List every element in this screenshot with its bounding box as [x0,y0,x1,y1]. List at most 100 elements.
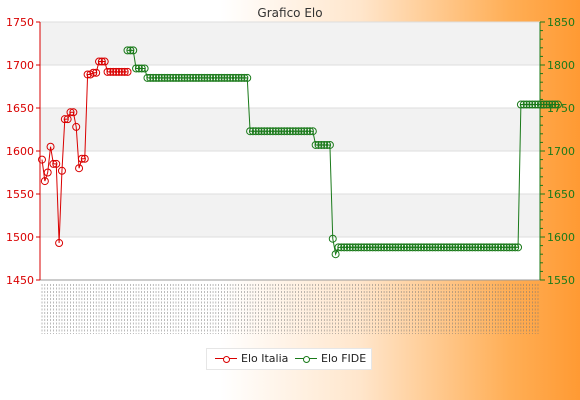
data-point [511,243,520,252]
data-point [83,70,92,79]
data-point [488,243,497,252]
data-point [519,100,528,109]
data-point [77,154,86,163]
data-point [123,46,132,55]
data-point [234,73,243,82]
data-point [80,154,89,163]
data-point [186,73,195,82]
data-point [214,73,223,82]
data-point [365,243,374,252]
data-point [120,67,129,76]
data-point [536,100,545,109]
data-point [374,243,383,252]
data-point [357,243,366,252]
data-point [271,127,280,136]
data-point [474,243,483,252]
data-point [425,243,434,252]
data-point [143,73,152,82]
x-axis-tick-labels [40,279,540,334]
plot-band [40,194,540,237]
data-point [191,73,200,82]
data-point [251,127,260,136]
data-point [360,243,369,252]
data-point [397,243,406,252]
data-point [297,127,306,136]
data-point [437,243,446,252]
data-point [382,243,391,252]
legend: Elo Italia Elo FIDE [206,348,372,370]
data-point [137,64,146,73]
legend-item-elo-fide[interactable]: Elo FIDE [295,352,366,365]
data-point [354,243,363,252]
data-point [75,164,84,173]
data-point [257,127,266,136]
data-point [95,57,104,66]
data-point [459,243,468,252]
data-point [411,243,420,252]
data-point [266,127,275,136]
data-point [254,127,263,136]
data-point [97,57,106,66]
data-point [471,243,480,252]
data-point [109,67,118,76]
data-point [491,243,500,252]
left-tick-label: 1700 [6,59,34,72]
data-point [323,140,332,149]
data-point [542,100,551,109]
data-point [494,243,503,252]
data-point [231,73,240,82]
data-point [314,140,323,149]
data-point [92,68,101,77]
data-point [451,243,460,252]
data-point [368,243,377,252]
legend-marker-elo-fide [295,354,317,364]
data-point [371,243,380,252]
data-point [283,127,292,136]
data-point [43,168,52,177]
data-point [157,73,166,82]
data-point [146,73,155,82]
data-point [52,159,61,168]
legend-label-elo-fide: Elo FIDE [321,352,367,365]
data-point [531,100,540,109]
data-point [545,100,554,109]
left-tick-label: 1550 [6,188,34,201]
data-point [408,243,417,252]
data-point [288,127,297,136]
data-point [200,73,209,82]
data-point [305,127,314,136]
data-point [69,108,78,117]
data-point [63,115,72,124]
right-y-axis: 1550 1600 1650 1700 1750 1800 1850 [539,16,575,287]
data-point [217,73,226,82]
data-point [345,243,354,252]
data-point [103,67,112,76]
data-point [479,243,488,252]
data-point [351,243,360,252]
data-point [362,243,371,252]
data-point [134,64,143,73]
data-point [228,73,237,82]
series-elo-fide [123,46,562,259]
data-point [206,73,215,82]
legend-item-elo-italia[interactable]: Elo Italia [215,352,288,365]
data-point [132,64,141,73]
data-point [388,243,397,252]
data-point [246,127,255,136]
data-point [226,73,235,82]
data-point [414,243,423,252]
right-tick-label: 1650 [547,188,575,201]
data-point [112,67,121,76]
data-point [260,127,269,136]
series-elo-italia [38,57,132,248]
data-point [40,177,49,186]
data-point [171,73,180,82]
data-point [431,243,440,252]
data-point [454,243,463,252]
right-tick-label: 1850 [547,16,575,29]
data-point [380,243,389,252]
data-point [308,127,317,136]
data-point [499,243,508,252]
data-point [405,243,414,252]
data-point [277,127,286,136]
